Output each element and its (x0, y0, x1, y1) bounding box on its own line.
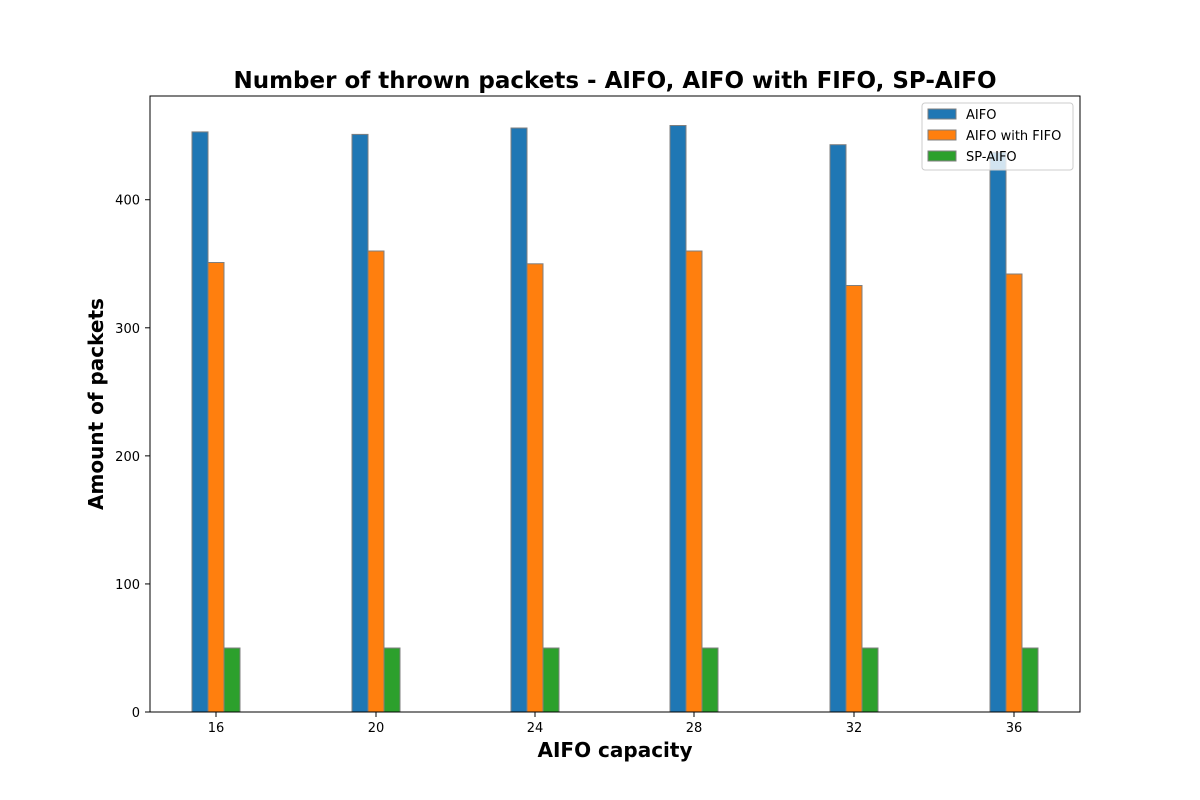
x-axis-ticks: 16 20 24 28 32 36 (208, 712, 1023, 736)
bar-sp-aifo-36 (1021, 647, 1039, 713)
bar-aifo-16 (191, 131, 209, 713)
bar-aifo-20 (351, 133, 369, 713)
bar-aifo-with-fifo-20 (367, 250, 385, 713)
x-tick-label: 32 (846, 721, 863, 736)
x-tick-label: 28 (686, 721, 703, 736)
bar-sp-aifo-16 (223, 647, 241, 713)
bar-aifo-32 (829, 144, 847, 713)
legend-label: AIFO with FIFO (966, 129, 1061, 144)
x-tick-label: 16 (208, 721, 225, 736)
legend-label: AIFO (966, 108, 996, 123)
y-tick-label: 200 (115, 450, 140, 465)
legend-swatch (927, 108, 957, 120)
y-tick-label: 400 (115, 194, 140, 209)
x-tick-label: 20 (368, 721, 385, 736)
plot-frame (149, 95, 1081, 713)
bar-aifo-with-fifo-16 (207, 262, 225, 713)
legend-swatch (927, 150, 957, 162)
bar-aifo-with-fifo-32 (845, 285, 863, 713)
y-tick-label: 0 (132, 706, 140, 721)
bar-sp-aifo-20 (383, 647, 401, 713)
x-tick-label: 36 (1006, 721, 1023, 736)
legend-swatch (927, 129, 957, 141)
legend-label: SP-AIFO (966, 150, 1017, 165)
bar-aifo-with-fifo-24 (526, 263, 544, 713)
bars-layer (191, 125, 1039, 713)
x-tick-label: 24 (527, 721, 544, 736)
bar-aifo-with-fifo-28 (685, 250, 703, 713)
chart-title: Number of thrown packets - AIFO, AIFO wi… (233, 68, 996, 94)
y-tick-label: 300 (115, 322, 140, 337)
y-axis-ticks: 0 100 200 300 400 (115, 194, 150, 721)
bar-aifo-36 (989, 151, 1007, 713)
legend-box (921, 102, 1074, 171)
y-tick-label: 100 (115, 578, 140, 593)
y-axis-label: Amount of packets (84, 298, 108, 510)
bar-sp-aifo-32 (861, 647, 879, 713)
legend: AIFO AIFO with FIFO SP-AIFO (921, 102, 1074, 171)
bar-sp-aifo-28 (701, 647, 719, 713)
bar-sp-aifo-24 (542, 647, 560, 713)
x-axis-label: AIFO capacity (537, 738, 692, 762)
bar-aifo-24 (510, 127, 528, 713)
bar-aifo-28 (669, 125, 687, 713)
bar-aifo-with-fifo-36 (1005, 273, 1023, 713)
